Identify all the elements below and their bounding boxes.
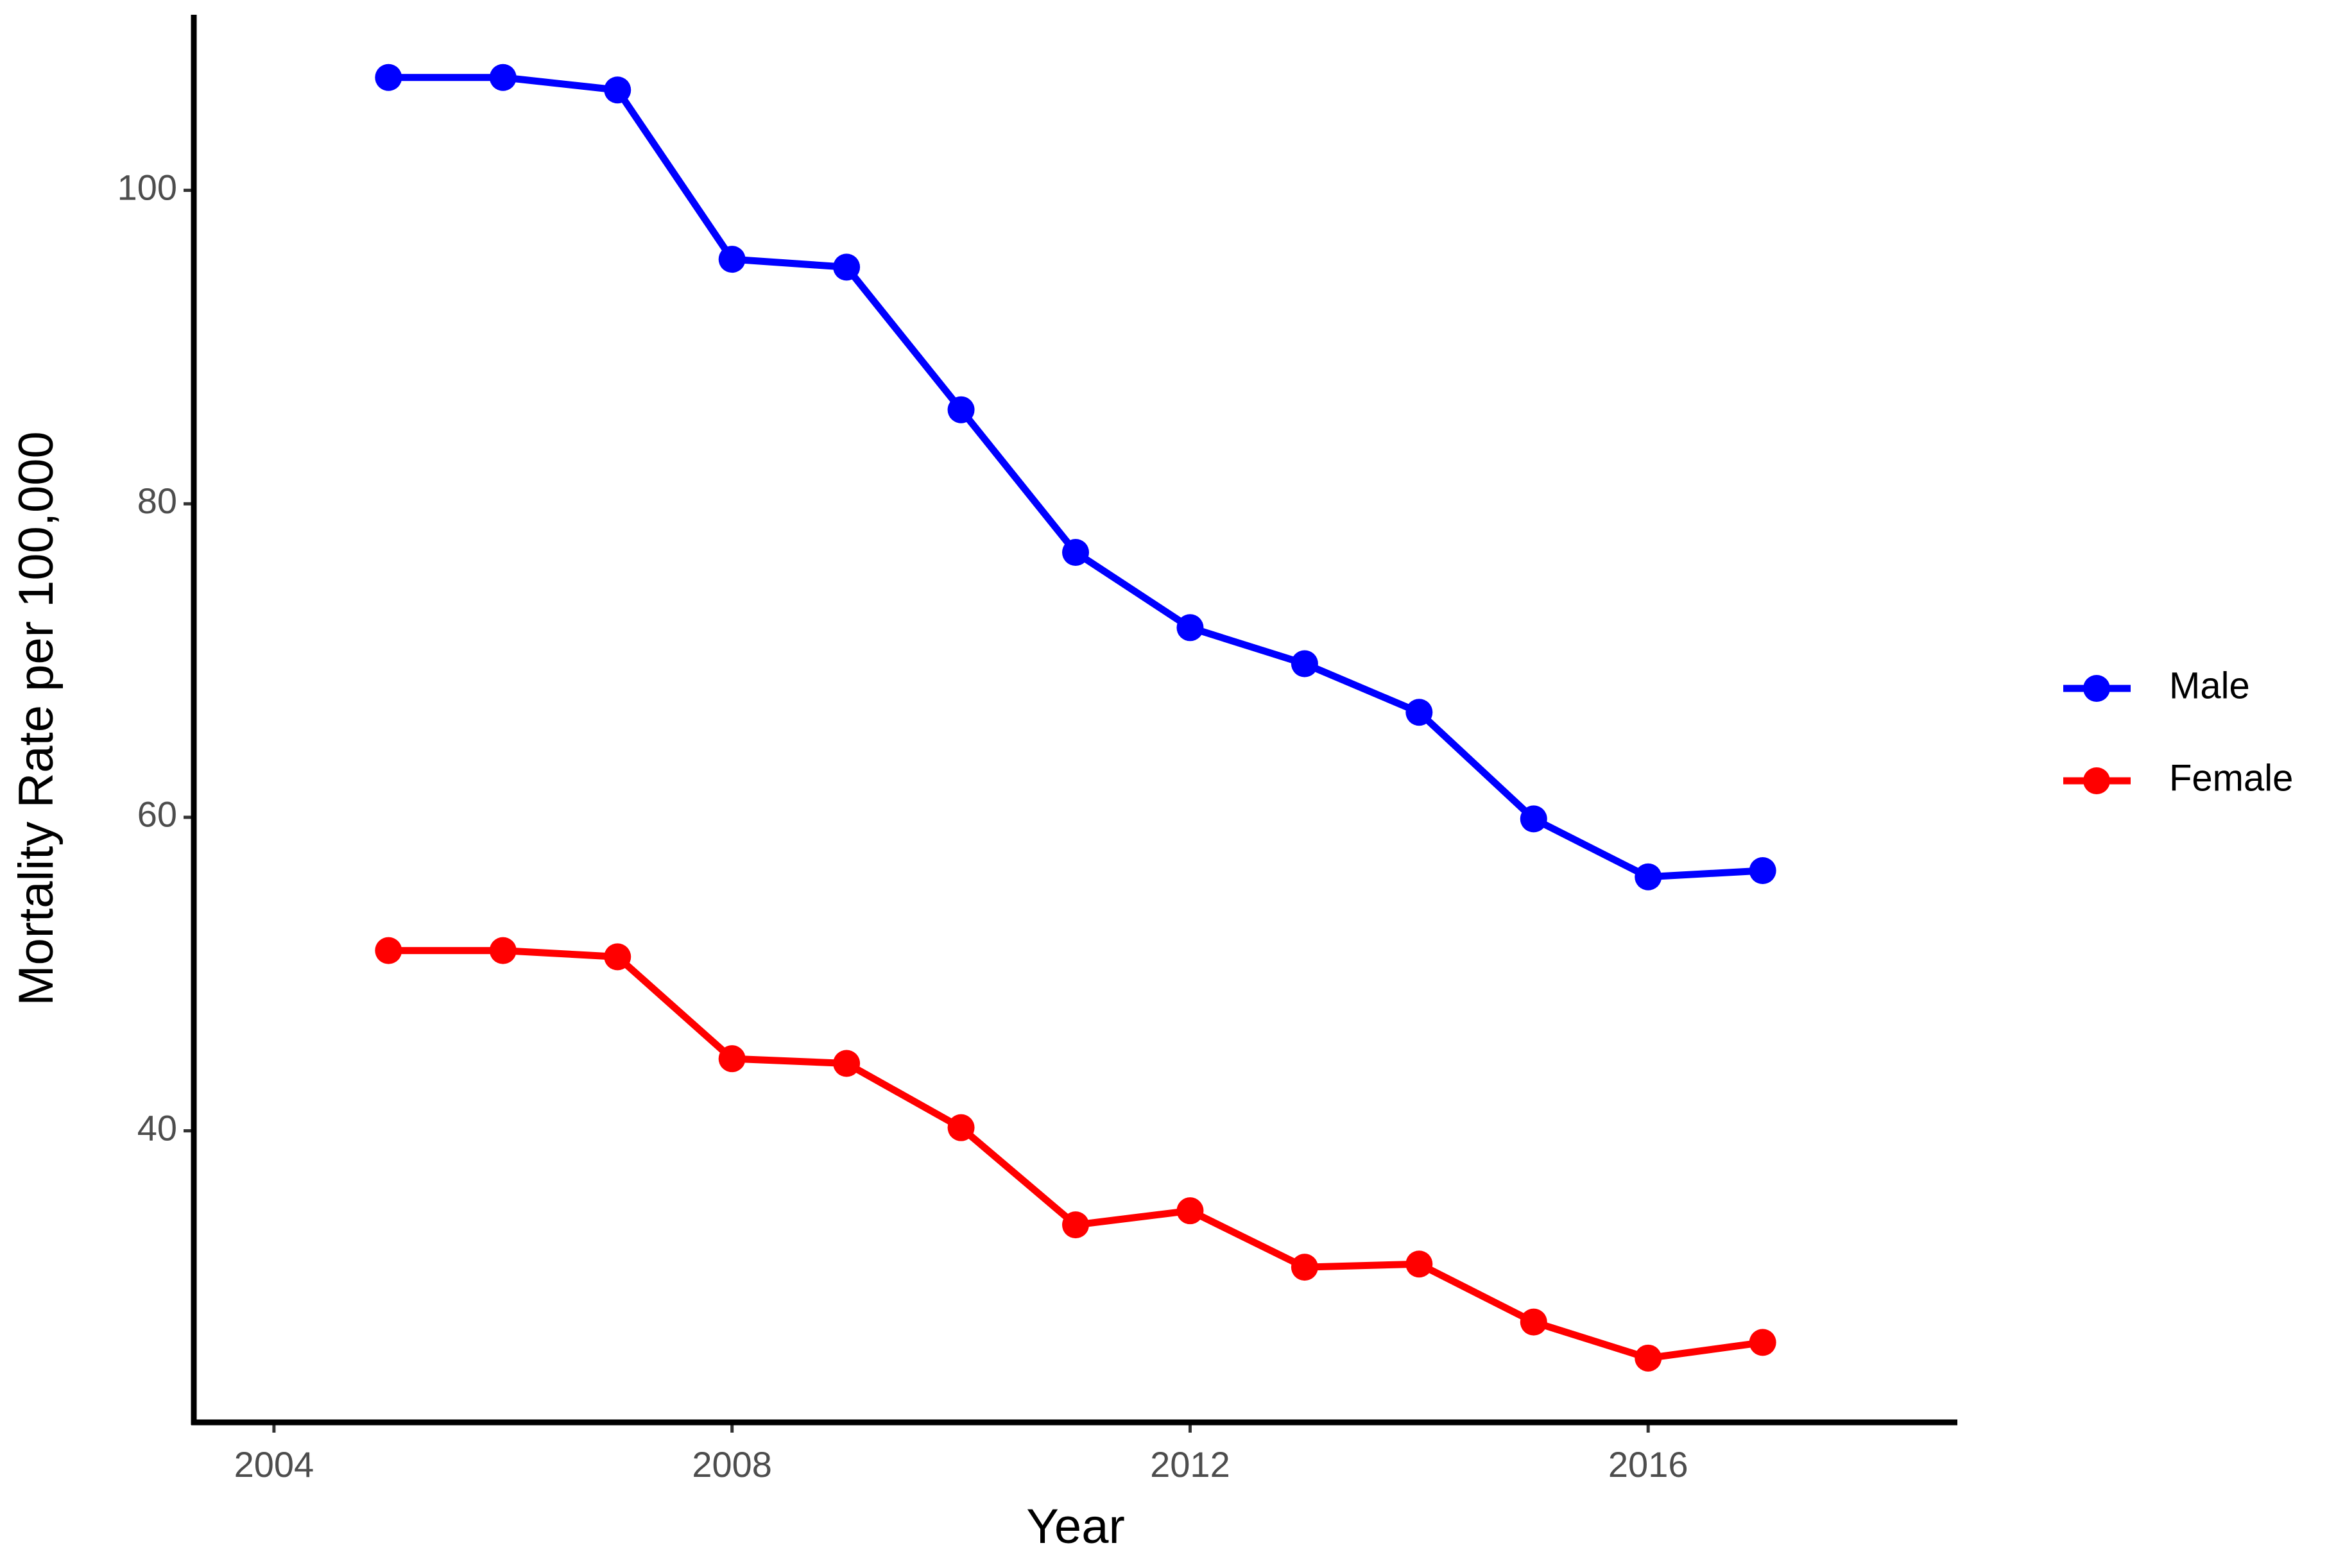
point xyxy=(1405,699,1433,726)
point xyxy=(947,1114,975,1141)
series-line xyxy=(388,947,1764,1362)
y-tick-label: 100 xyxy=(117,167,177,207)
point xyxy=(833,253,861,281)
x-tick-label: 2016 xyxy=(1608,1444,1688,1485)
legend-label: Male xyxy=(2169,665,2250,706)
point xyxy=(1062,539,1089,567)
legend-label: Female xyxy=(2169,757,2293,799)
point xyxy=(833,1050,861,1077)
point xyxy=(1062,1211,1089,1239)
y-tick-label: 60 xyxy=(137,794,177,835)
point xyxy=(1405,1250,1433,1278)
point xyxy=(489,937,517,964)
point xyxy=(1291,650,1318,677)
point xyxy=(1176,614,1204,642)
x-axis-title: Year xyxy=(1026,1499,1125,1554)
series-line xyxy=(388,74,1763,881)
x-tick-label: 2004 xyxy=(234,1444,314,1485)
point xyxy=(1635,1344,1662,1372)
point xyxy=(1635,863,1662,891)
point xyxy=(375,64,402,91)
point xyxy=(1176,1197,1204,1225)
point xyxy=(604,76,631,104)
legend-marker xyxy=(2083,675,2110,702)
y-tick-label: 40 xyxy=(137,1107,177,1148)
point xyxy=(489,64,517,91)
point xyxy=(718,246,746,273)
point xyxy=(604,943,631,971)
x-tick-label: 2008 xyxy=(692,1444,772,1485)
point xyxy=(1520,805,1547,833)
point xyxy=(947,396,975,423)
point xyxy=(1291,1254,1318,1281)
y-tick-label: 80 xyxy=(137,481,177,521)
point xyxy=(1749,1329,1776,1356)
x-tick-label: 2012 xyxy=(1150,1444,1230,1485)
point xyxy=(1749,856,1776,884)
y-axis-title: Mortality Rate per 100,000 xyxy=(9,431,64,1006)
point xyxy=(718,1045,746,1073)
legend-marker xyxy=(2083,767,2110,794)
point xyxy=(1520,1308,1547,1336)
point xyxy=(375,937,402,964)
